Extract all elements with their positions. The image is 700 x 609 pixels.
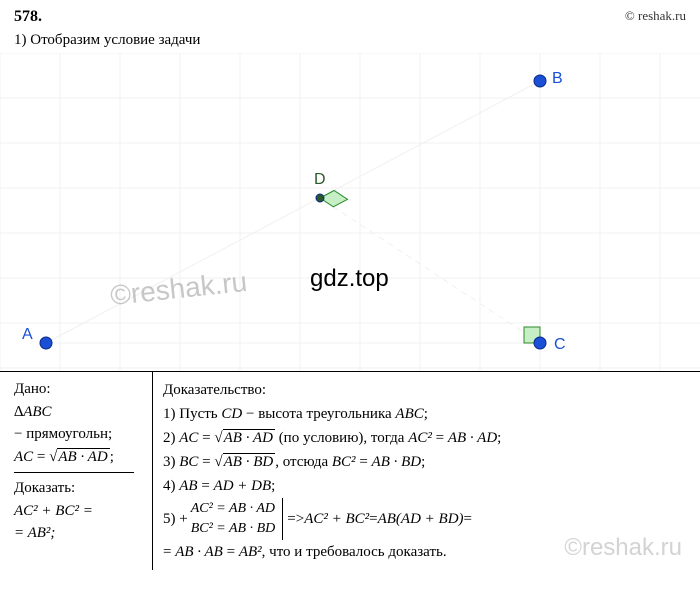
step-1-text: 1) Отобразим условие задачи	[0, 26, 700, 53]
svg-text:B: B	[552, 70, 563, 87]
given-line3: AC = AB · AD;	[14, 446, 146, 469]
proof-2: 2) AC = AB · AD (по условию), тогда AC² …	[163, 426, 686, 450]
geometry-diagram: ABCD ©reshak.ru gdz.top	[0, 53, 700, 371]
svg-text:C: C	[554, 336, 566, 353]
proof-4: 4) AB = AD + DB;	[163, 474, 686, 498]
svg-text:D: D	[314, 171, 326, 188]
proof-title: Доказательство:	[163, 378, 686, 402]
proof-1: 1) Пусть CD − высота треугольника ABC;	[163, 402, 686, 426]
prove-line2: = AB²;	[14, 522, 146, 545]
diagram-svg: A B C D	[0, 53, 700, 371]
given-column: Дано: ∆ABC − прямоугольн; AC = AB · AD; …	[14, 372, 152, 570]
prove-title: Доказать:	[14, 477, 146, 500]
svg-text:A: A	[22, 326, 33, 343]
given-title: Дано:	[14, 378, 146, 401]
prove-line1: AC² + BC² =	[14, 500, 146, 523]
solution-section: Дано: ∆ABC − прямоугольн; AC = AB · AD; …	[0, 371, 700, 570]
site-credit: © reshak.ru	[625, 8, 686, 26]
divider	[14, 472, 134, 473]
given-line2: − прямоугольн;	[14, 423, 146, 446]
grid-lines	[0, 53, 700, 371]
problem-number: 578.	[14, 8, 42, 26]
watermark-bottom: ©reshak.ru	[564, 534, 682, 562]
given-line1: ∆ABC	[14, 401, 146, 424]
proof-3: 3) BC = AB · BD, отсюда BC² = AB · BD;	[163, 450, 686, 474]
